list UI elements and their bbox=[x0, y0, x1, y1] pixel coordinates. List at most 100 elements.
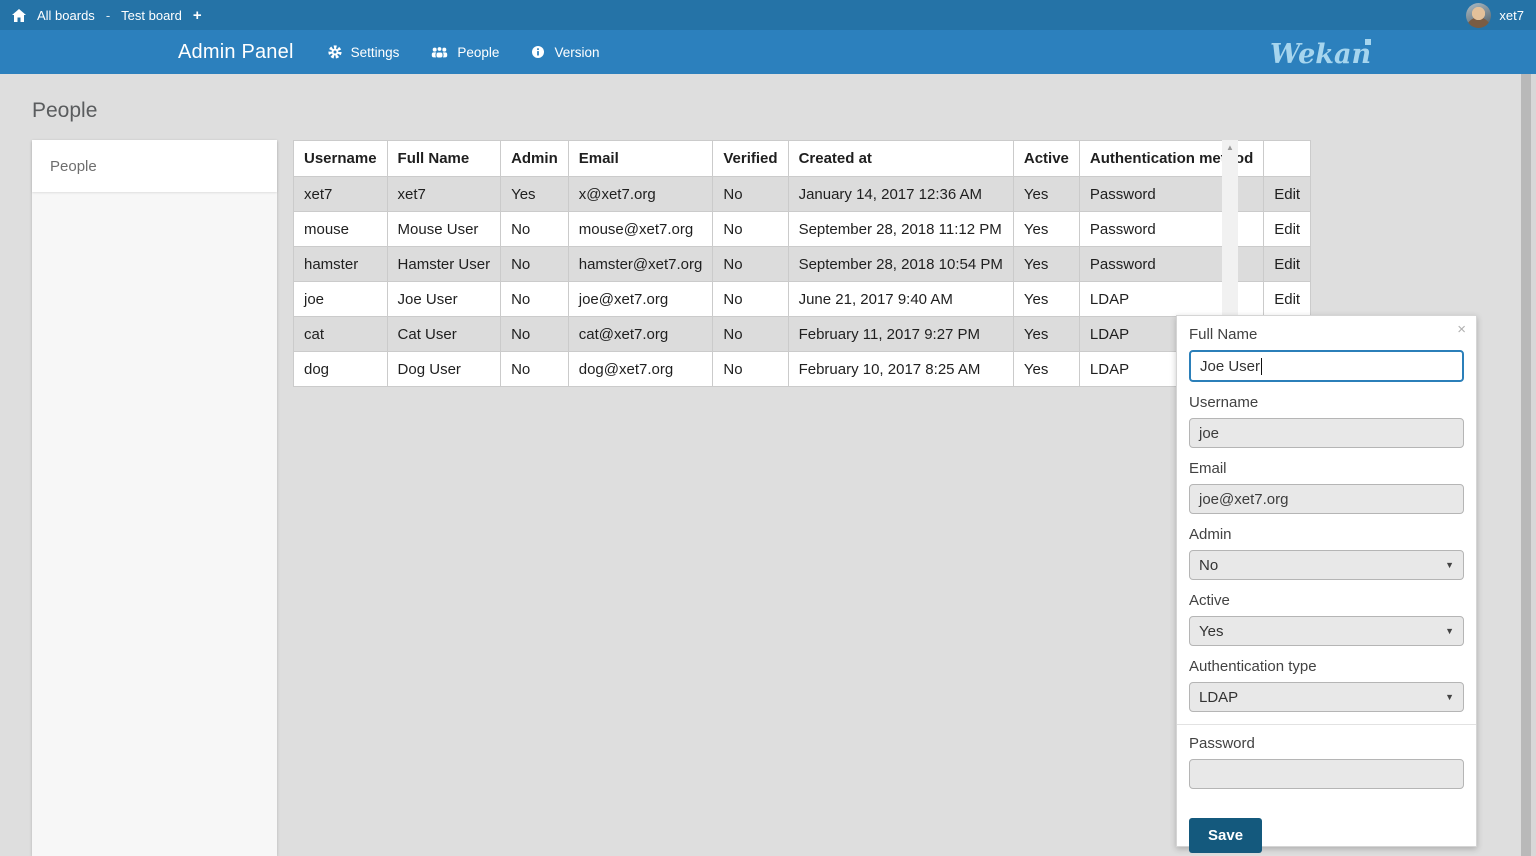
nav-version-label: Version bbox=[554, 44, 600, 60]
table-cell: mouse@xet7.org bbox=[567, 211, 714, 247]
column-header: Active bbox=[1012, 140, 1080, 177]
table-cell: xet7 bbox=[386, 176, 502, 212]
sidebar-item-people[interactable]: People bbox=[32, 140, 277, 192]
table-cell: Yes bbox=[1012, 351, 1080, 387]
scroll-up-icon[interactable]: ▲ bbox=[1226, 143, 1234, 152]
username-input[interactable]: joe bbox=[1189, 418, 1464, 448]
sidebar-item-label: People bbox=[50, 157, 97, 175]
table-cell: hamster@xet7.org bbox=[567, 246, 714, 282]
column-header bbox=[1263, 140, 1312, 177]
admin-sidebar: People bbox=[32, 140, 277, 856]
table-cell: No bbox=[500, 281, 569, 317]
nav-settings-label: Settings bbox=[350, 44, 400, 60]
user-avatar[interactable] bbox=[1466, 2, 1492, 28]
table-cell: September 28, 2018 10:54 PM bbox=[787, 246, 1014, 282]
chevron-down-icon: ▼ bbox=[1445, 626, 1454, 636]
active-select-value: Yes bbox=[1199, 622, 1224, 640]
add-board-icon[interactable]: + bbox=[192, 6, 202, 24]
table-cell: mouse bbox=[293, 211, 388, 247]
table-cell: No bbox=[500, 351, 569, 387]
table-cell: Yes bbox=[1012, 281, 1080, 317]
full-name-input[interactable]: Joe User bbox=[1189, 350, 1464, 382]
people-table-body: xet7 xet7 Yes x@xet7.org No January 14, 2017 … bbox=[293, 176, 1312, 387]
chevron-down-icon: ▼ bbox=[1445, 560, 1454, 570]
table-cell: January 14, 2017 12:36 AM bbox=[787, 176, 1014, 212]
column-header: Full Name bbox=[386, 140, 502, 177]
wekan-logo: Wekan bbox=[1268, 33, 1378, 78]
people-table: Username Full Name Admin Email Verified Creat… bbox=[293, 140, 1312, 387]
table-cell: No bbox=[500, 246, 569, 282]
close-icon[interactable]: × bbox=[1457, 321, 1466, 338]
email-label: Email bbox=[1189, 460, 1227, 477]
nav-settings[interactable]: Settings bbox=[328, 44, 400, 60]
table-cell: Yes bbox=[1012, 211, 1080, 247]
table-row: mouse Mouse User No mouse@xet7.org No Septemb… bbox=[293, 211, 1312, 247]
svg-text:Wekan: Wekan bbox=[1270, 39, 1371, 70]
table-cell: Yes bbox=[500, 176, 569, 212]
info-icon bbox=[531, 45, 545, 59]
column-header: Verified bbox=[712, 140, 789, 177]
table-row: dog Dog User No dog@xet7.org No February 10, … bbox=[293, 351, 1312, 387]
table-cell: x@xet7.org bbox=[567, 176, 714, 212]
breadcrumb-separator: - bbox=[105, 7, 111, 23]
edit-link[interactable]: Edit bbox=[1263, 211, 1312, 247]
table-cell: Yes bbox=[1012, 176, 1080, 212]
top-navbar: All boards - Test board + xet7 bbox=[0, 0, 1536, 30]
table-cell: hamster bbox=[293, 246, 388, 282]
password-input[interactable] bbox=[1189, 759, 1464, 789]
active-label: Active bbox=[1189, 592, 1230, 609]
username-label: Username bbox=[1189, 394, 1259, 411]
text-caret bbox=[1261, 357, 1263, 375]
auth-type-select-value: LDAP bbox=[1199, 688, 1239, 706]
page-scrollbar-thumb[interactable] bbox=[1521, 74, 1531, 856]
full-name-label: Full Name bbox=[1189, 326, 1258, 343]
table-cell: No bbox=[712, 246, 789, 282]
table-cell: Yes bbox=[1012, 316, 1080, 352]
admin-select-value: No bbox=[1199, 556, 1219, 574]
table-cell: xet7 bbox=[293, 176, 388, 212]
breadcrumb: All boards - Test board + bbox=[12, 8, 202, 23]
table-cell: Mouse User bbox=[386, 211, 502, 247]
username-value: joe bbox=[1199, 424, 1220, 442]
column-header: Admin bbox=[500, 140, 569, 177]
edit-user-panel: × Full Name Joe User Username joe Email … bbox=[1176, 315, 1477, 853]
table-cell: Yes bbox=[1012, 246, 1080, 282]
nav-version[interactable]: Version bbox=[531, 45, 599, 60]
table-cell: No bbox=[712, 211, 789, 247]
save-button[interactable]: Save bbox=[1189, 818, 1263, 853]
table-cell: No bbox=[712, 316, 789, 352]
admin-header: Admin Panel Settings People bbox=[0, 30, 1536, 74]
table-cell: No bbox=[712, 281, 789, 317]
breadcrumb-board[interactable]: Test board bbox=[121, 7, 182, 23]
admin-select[interactable]: No ▼ bbox=[1189, 550, 1464, 580]
gear-icon bbox=[328, 45, 342, 59]
chevron-down-icon: ▼ bbox=[1445, 692, 1454, 702]
edit-link[interactable]: Edit bbox=[1263, 176, 1312, 212]
home-icon[interactable] bbox=[12, 8, 26, 22]
edit-link[interactable]: Edit bbox=[1263, 281, 1312, 317]
email-input[interactable]: joe@xet7.org bbox=[1189, 484, 1464, 514]
table-cell: dog bbox=[293, 351, 388, 387]
table-cell: Cat User bbox=[386, 316, 502, 352]
table-cell: Dog User bbox=[386, 351, 502, 387]
auth-type-select[interactable]: LDAP ▼ bbox=[1189, 682, 1464, 712]
table-header-row: Username Full Name Admin Email Verified Creat… bbox=[293, 140, 1312, 177]
edit-link[interactable]: Edit bbox=[1263, 246, 1312, 282]
nav-people-label: People bbox=[457, 44, 500, 60]
nav-people[interactable]: People bbox=[431, 45, 499, 60]
table-cell: cat bbox=[293, 316, 388, 352]
table-row: xet7 xet7 Yes x@xet7.org No January 14, 2017 … bbox=[293, 176, 1312, 212]
auth-type-label: Authentication type bbox=[1189, 658, 1317, 675]
table-cell: dog@xet7.org bbox=[567, 351, 714, 387]
table-cell: Joe User bbox=[386, 281, 502, 317]
table-cell: February 11, 2017 9:27 PM bbox=[787, 316, 1014, 352]
breadcrumb-all-boards[interactable]: All boards bbox=[37, 7, 95, 23]
username-label[interactable]: xet7 bbox=[1499, 7, 1524, 23]
active-select[interactable]: Yes ▼ bbox=[1189, 616, 1464, 646]
table-cell: No bbox=[712, 176, 789, 212]
email-value: joe@xet7.org bbox=[1199, 490, 1289, 508]
table-cell: cat@xet7.org bbox=[567, 316, 714, 352]
page-scrollbar-track bbox=[1531, 74, 1536, 856]
page-title: People bbox=[32, 99, 98, 122]
table-cell: Hamster User bbox=[386, 246, 502, 282]
